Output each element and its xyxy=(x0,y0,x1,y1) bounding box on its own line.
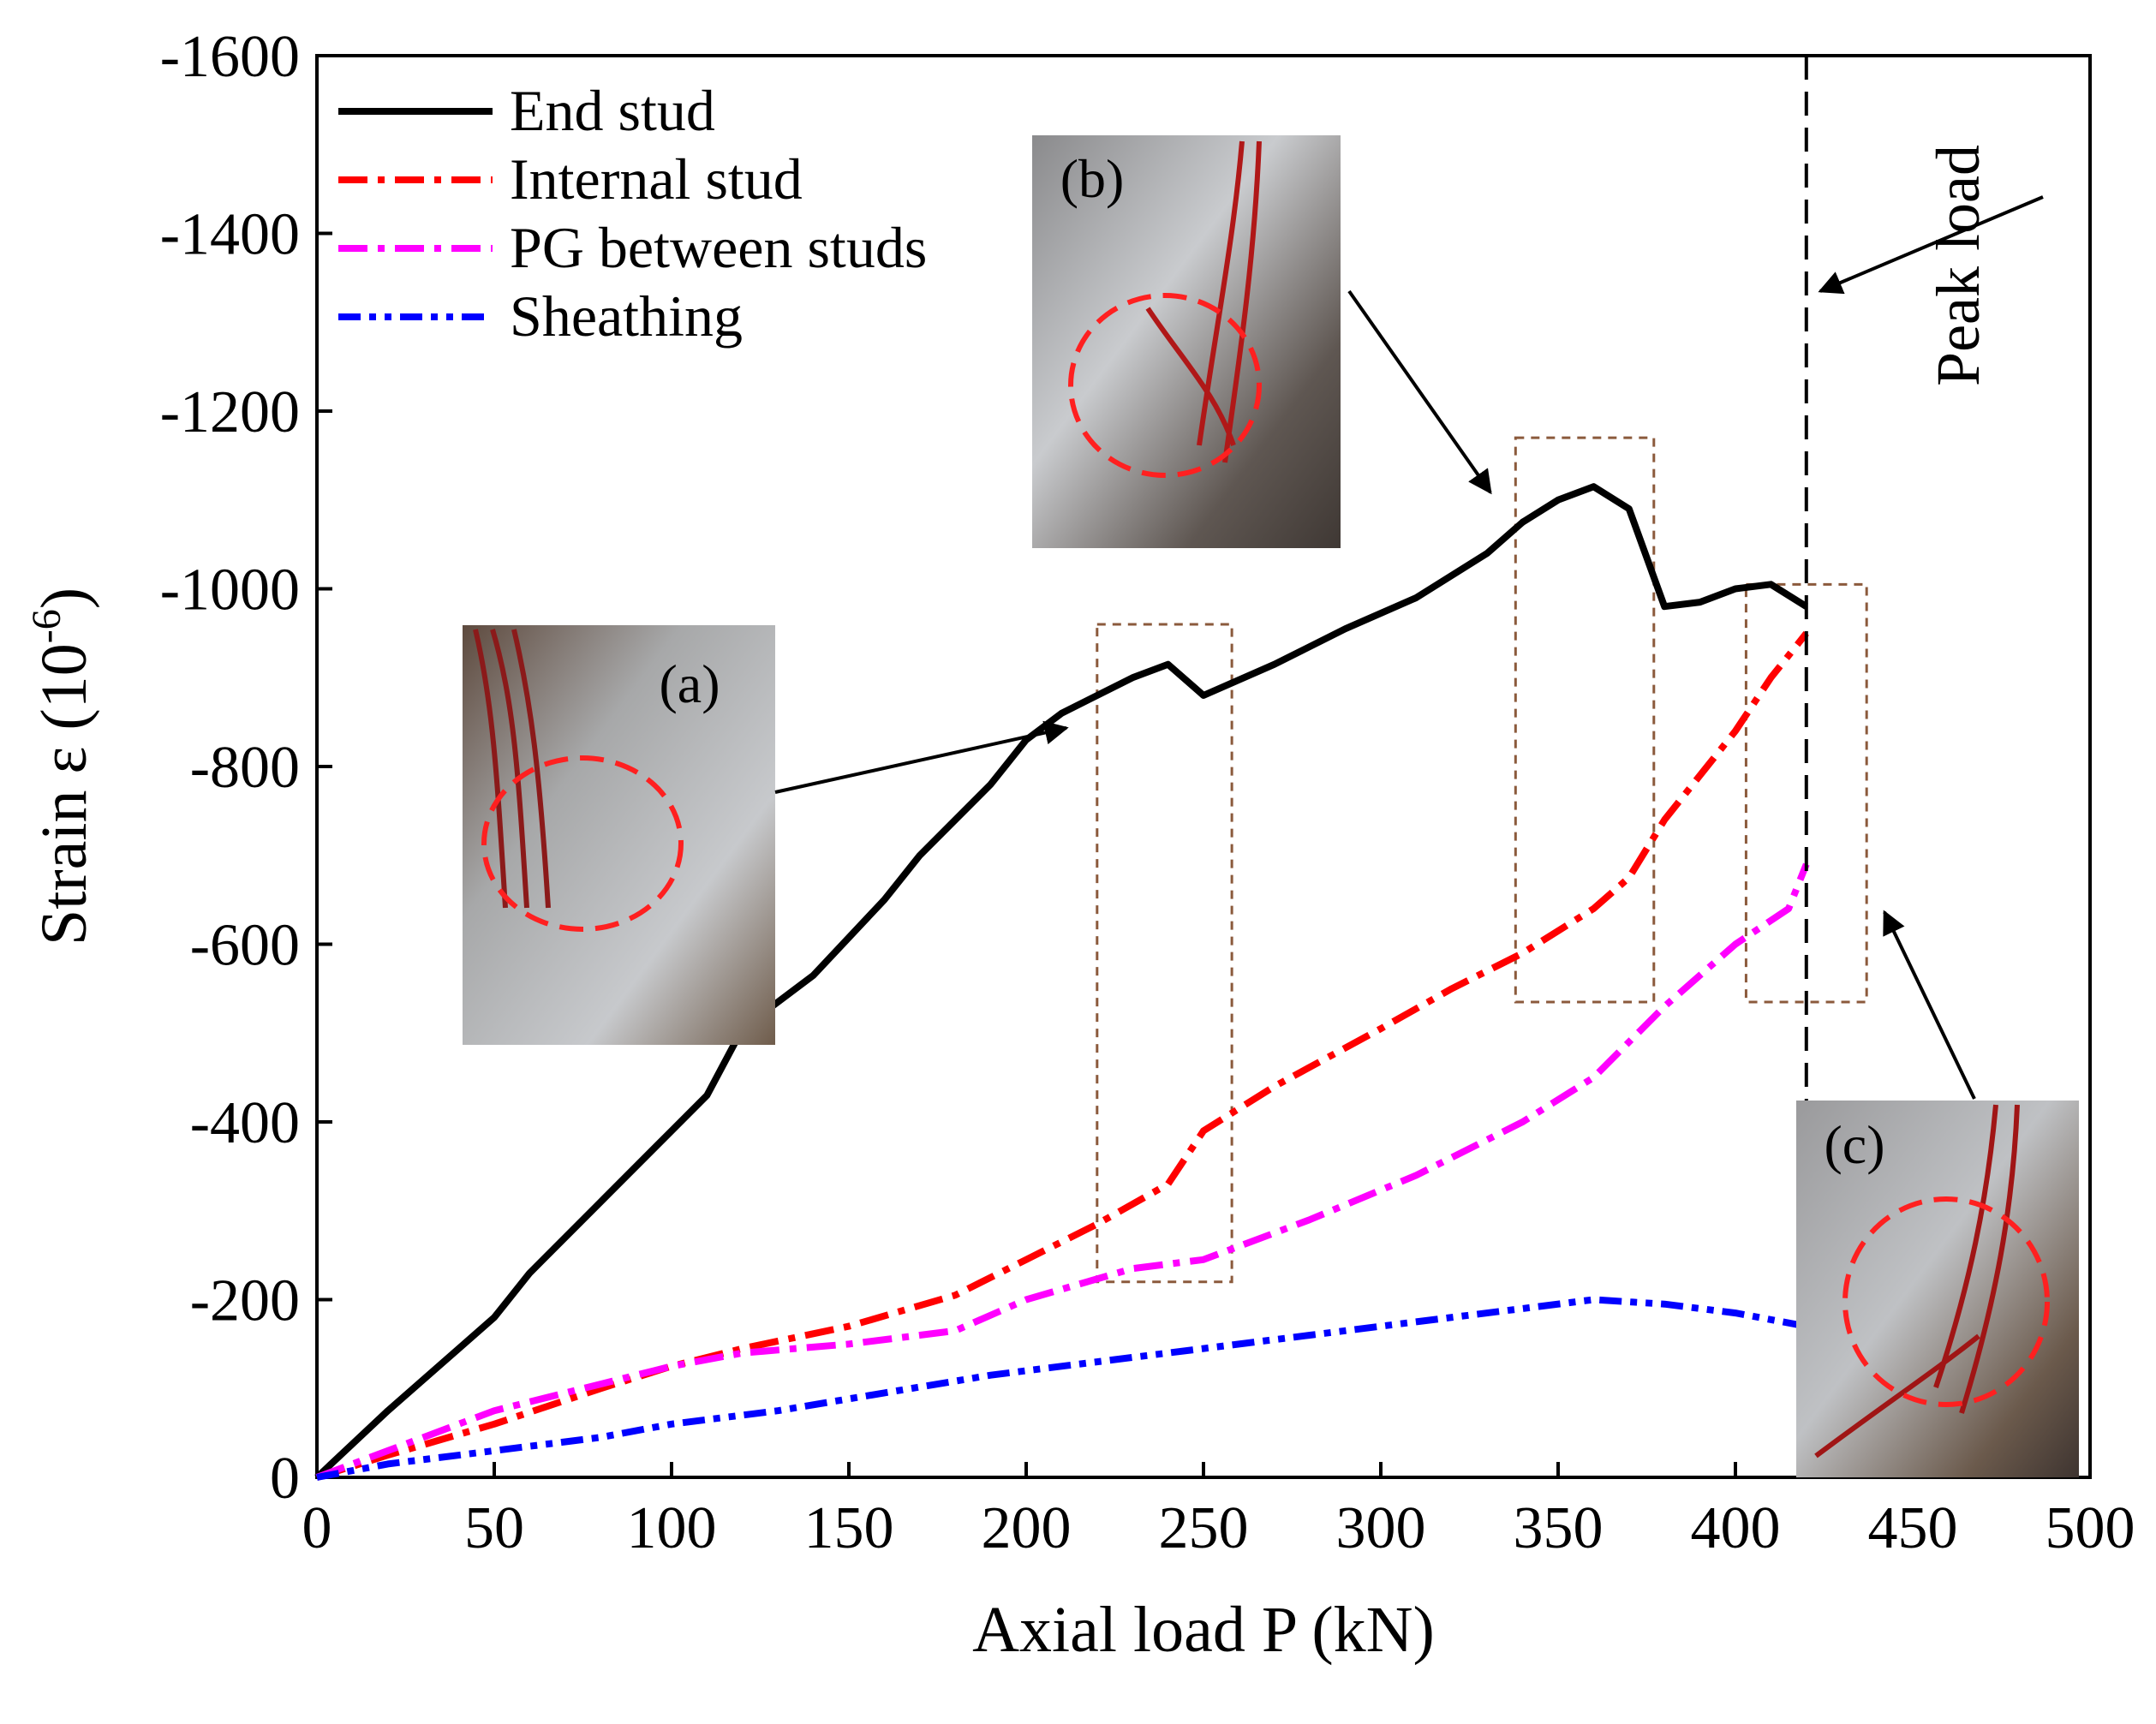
y-axis-title: Strain ε (10-6) xyxy=(24,588,100,946)
x-axis-ticks: 0 50 100 150 200 250 300 350 400 450 500 xyxy=(302,1462,2135,1561)
legend-label-2: PG between studs xyxy=(510,215,927,280)
photo-b-wires xyxy=(1145,140,1262,463)
y-axis-title-close: ) xyxy=(28,588,100,609)
series-line-internal-stud xyxy=(315,630,1809,1481)
y-axis-title-superscript: -6 xyxy=(24,609,69,643)
photo-b-highlight-circle xyxy=(1068,293,1262,478)
photo-c-wires xyxy=(1814,1104,2020,1459)
highlight-boxes xyxy=(1096,436,1868,1284)
y-tick-label-1: -200 xyxy=(190,1268,300,1334)
peak-load-arrow xyxy=(1818,195,2044,295)
x-tick-label-6: 300 xyxy=(1336,1495,1426,1561)
x-tick-label-7: 350 xyxy=(1514,1495,1604,1561)
series-line-sheathing xyxy=(316,1296,1807,1481)
photo-a-image xyxy=(463,625,775,1045)
photo-c-arrow xyxy=(1883,910,1976,1100)
y-tick-label-5: -1000 xyxy=(160,558,300,623)
x-tick-label-4: 200 xyxy=(982,1495,1072,1561)
legend-label-1: Internal stud xyxy=(510,146,803,212)
y-tick-label-8: -1600 xyxy=(160,24,300,90)
photo-c-highlight-circle xyxy=(1842,1196,2050,1407)
legend-label-3: Sheathing xyxy=(510,283,743,349)
photo-b-arrow xyxy=(1347,289,1492,495)
photo-c-label: (c) xyxy=(1824,1114,1884,1175)
series-line-end-stud xyxy=(314,483,1808,1480)
x-tick-label-0: 0 xyxy=(302,1495,332,1561)
y-tick-label-3: -600 xyxy=(190,913,300,979)
y-axis-ticks: 0 -200 -400 -600 -800 -1000 -1200 -1400 -1600 xyxy=(160,24,332,1512)
x-tick-label-9: 450 xyxy=(1868,1495,1958,1561)
x-tick-label-1: 50 xyxy=(464,1495,524,1561)
photo-a-arrow xyxy=(774,720,1069,794)
y-tick-label-4: -800 xyxy=(190,735,300,801)
legend-label-0: End stud xyxy=(510,78,715,143)
series-line-pg-between-studs xyxy=(315,862,1810,1481)
y-axis-title-main: Strain ε (10 xyxy=(28,643,100,946)
photo-a: (a) xyxy=(463,625,775,1045)
photo-a-label: (a) xyxy=(659,653,720,714)
photo-a-highlight-circle xyxy=(481,755,684,932)
photo-b-label: (b) xyxy=(1060,148,1125,209)
highlight-box-0 xyxy=(1096,623,1233,1284)
y-tick-label-6: -1200 xyxy=(160,379,300,445)
series-lines xyxy=(314,483,1810,1481)
photo-c: (c) xyxy=(1796,1101,2079,1477)
y-tick-label-0: 0 xyxy=(270,1446,300,1512)
highlight-box-2 xyxy=(1744,582,1868,1004)
y-tick-label-2: -400 xyxy=(190,1090,300,1156)
x-tick-label-5: 250 xyxy=(1159,1495,1249,1561)
y-tick-label-7: -1400 xyxy=(160,202,300,268)
x-tick-label-2: 100 xyxy=(627,1495,717,1561)
peak-load-label: Peak load xyxy=(1924,145,1992,386)
x-tick-label-10: 500 xyxy=(2046,1495,2135,1561)
x-tick-label-3: 150 xyxy=(804,1495,894,1561)
x-tick-label-8: 400 xyxy=(1691,1495,1781,1561)
photo-a-wires xyxy=(473,629,551,909)
photo-b: (b) xyxy=(1032,135,1341,548)
highlight-box-1 xyxy=(1514,436,1656,1004)
x-axis-title: Axial load P (kN) xyxy=(972,1594,1435,1666)
